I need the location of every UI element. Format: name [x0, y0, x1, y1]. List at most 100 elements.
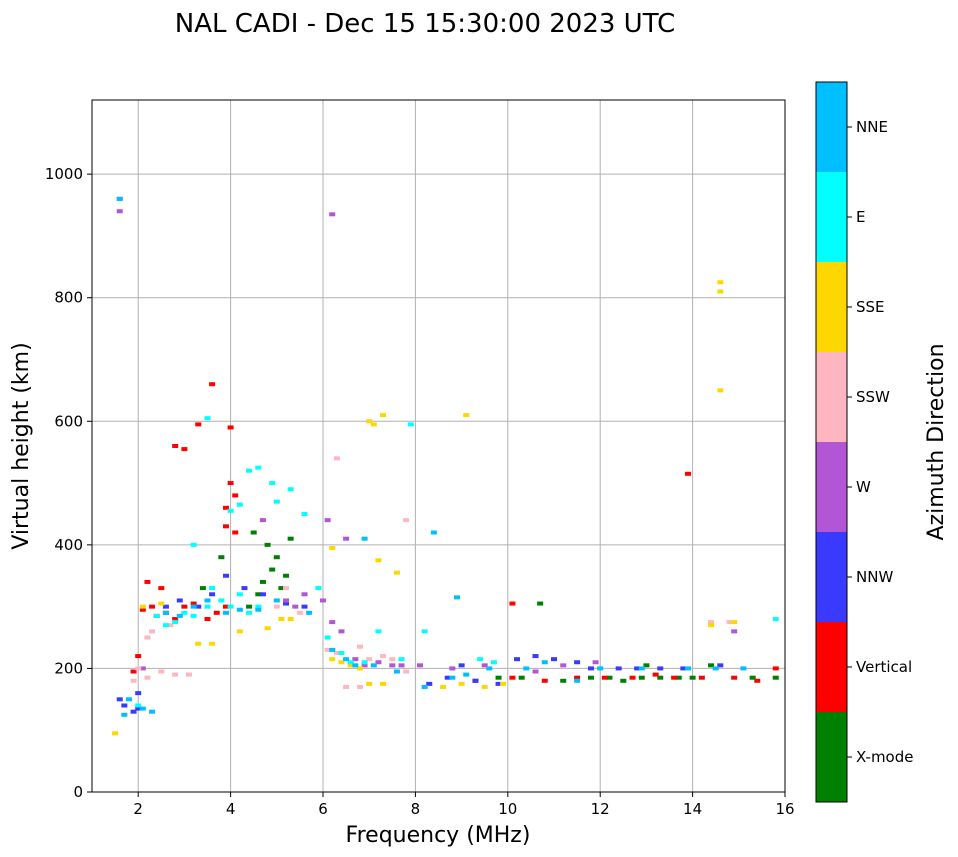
data-point-ssw	[366, 657, 373, 662]
data-point-sse	[380, 681, 387, 686]
data-point-x-mode	[495, 675, 502, 680]
data-point-sse	[195, 641, 202, 646]
data-point-e	[477, 657, 484, 662]
data-point-e	[301, 511, 308, 516]
data-point-nne	[370, 663, 377, 668]
data-point-nnw	[283, 601, 290, 606]
data-point-nnw	[121, 703, 128, 708]
colorbar-tick-label: X-mode	[856, 748, 913, 766]
data-point-sse	[717, 280, 724, 285]
data-point-x-mode	[250, 530, 257, 535]
data-point-e	[190, 542, 197, 547]
data-point-w	[532, 669, 539, 674]
data-point-sse	[380, 413, 387, 418]
data-point-e	[338, 650, 345, 655]
data-point-nnw	[130, 709, 137, 714]
x-tick-label: 10	[498, 800, 517, 818]
colorbar-segment-vertical	[816, 622, 847, 712]
data-point-nne	[541, 660, 548, 665]
data-point-e	[324, 635, 331, 640]
data-point-nnw	[717, 663, 724, 668]
y-tick-label: 1000	[45, 165, 83, 183]
colorbar-tick-label: SSW	[856, 388, 890, 406]
data-point-nne	[740, 666, 747, 671]
data-points	[112, 196, 779, 736]
data-point-sse	[338, 660, 345, 665]
data-point-nne	[712, 666, 719, 671]
data-point-w	[560, 663, 567, 668]
data-point-vertical	[232, 530, 239, 535]
colorbar-tick-label: NNW	[856, 568, 893, 586]
colorbar-tick-label: NNE	[856, 118, 888, 136]
data-point-w	[139, 666, 146, 671]
data-point-e	[315, 586, 322, 591]
colorbar-segment-sse	[816, 262, 847, 352]
data-point-w	[361, 663, 368, 668]
data-point-sse	[481, 684, 488, 689]
data-point-nnw	[135, 706, 142, 711]
data-point-x-mode	[287, 536, 294, 541]
data-point-w	[731, 629, 738, 634]
data-point-x-mode	[657, 675, 664, 680]
data-point-w	[116, 209, 123, 214]
data-point-e	[236, 592, 243, 597]
data-point-nnw	[574, 660, 581, 665]
data-point-nne	[236, 607, 243, 612]
data-point-e	[181, 610, 188, 615]
data-point-sse	[717, 388, 724, 393]
data-point-e	[375, 629, 382, 634]
data-point-vertical	[135, 654, 142, 659]
data-point-nne	[329, 647, 336, 652]
colorbar-segment-ssw	[816, 352, 847, 442]
data-point-ssw	[130, 678, 137, 683]
data-point-e	[227, 508, 234, 513]
data-point-e	[246, 610, 253, 615]
data-point-nne	[574, 678, 581, 683]
x-tick-label: 12	[591, 800, 610, 818]
data-point-vertical	[731, 675, 738, 680]
data-point-x-mode	[255, 592, 262, 597]
data-point-e	[218, 598, 225, 603]
data-point-vertical	[754, 678, 761, 683]
data-point-vertical	[181, 447, 188, 452]
data-point-e	[209, 586, 216, 591]
x-tick-label: 16	[775, 800, 794, 818]
x-tick-label: 4	[226, 800, 236, 818]
data-point-ssw	[356, 684, 363, 689]
data-point-nne	[352, 663, 359, 668]
data-point-nne	[273, 598, 280, 603]
data-point-nne	[306, 610, 313, 615]
colorbar-segment-w	[816, 442, 847, 532]
data-point-nnw	[551, 657, 557, 662]
data-point-vertical	[574, 675, 581, 680]
data-point-w	[324, 518, 331, 523]
data-point-x-mode	[638, 675, 645, 680]
y-axis-ticks: 0 200 400 600 800 1000	[45, 165, 92, 801]
data-point-vertical	[509, 601, 516, 606]
data-point-nne	[121, 712, 128, 717]
x-tick-label: 2	[133, 800, 143, 818]
chart-title: NAL CADI - Dec 15 15:30:00 2023 UTC	[175, 9, 675, 39]
plot-area	[92, 100, 785, 792]
data-point-nne	[523, 666, 530, 671]
data-point-ssw	[167, 623, 174, 628]
data-point-ssw	[144, 635, 151, 640]
data-point-nnw	[209, 592, 216, 597]
data-point-nnw	[680, 666, 687, 671]
data-point-x-mode	[246, 604, 253, 609]
data-point-vertical	[227, 481, 234, 486]
data-point-sse	[329, 545, 336, 550]
data-point-ssw	[333, 456, 340, 461]
data-point-e	[135, 703, 142, 708]
data-point-x-mode	[259, 579, 266, 584]
data-point-e	[190, 613, 197, 618]
data-point-e	[398, 657, 405, 662]
x-tick-label: 14	[683, 800, 702, 818]
data-point-vertical	[172, 617, 179, 621]
data-point-sse	[366, 681, 373, 686]
data-point-vertical	[213, 610, 220, 615]
data-point-x-mode	[283, 573, 290, 578]
colorbar-segment-nne	[816, 82, 847, 172]
data-point-vertical	[190, 601, 197, 606]
data-point-e	[269, 481, 276, 486]
